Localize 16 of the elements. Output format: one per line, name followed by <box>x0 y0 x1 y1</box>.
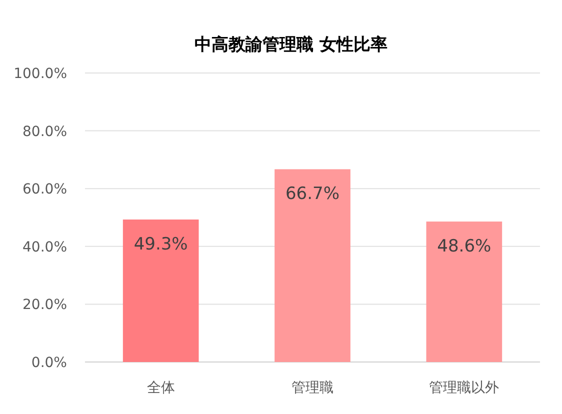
bar <box>274 169 350 362</box>
y-tick-label: 60.0% <box>22 182 67 198</box>
chart-title: 中高教諭管理職 女性比率 <box>194 35 388 55</box>
y-tick-label: 40.0% <box>22 239 67 256</box>
data-label: 49.3% <box>134 234 188 255</box>
y-tick-label: 80.0% <box>22 124 67 140</box>
data-label: 48.6% <box>437 236 492 257</box>
x-tick-label: 全体 <box>146 380 175 396</box>
bar <box>122 220 199 362</box>
x-tick-label: 管理職以外 <box>429 380 500 396</box>
data-label: 66.7% <box>285 184 340 204</box>
bar <box>426 222 502 362</box>
y-tick-label: 0.0% <box>31 355 67 371</box>
y-tick-label: 100.0% <box>14 66 67 82</box>
x-tick-label: 管理職 <box>292 380 334 396</box>
y-tick-label: 20.0% <box>22 297 67 314</box>
